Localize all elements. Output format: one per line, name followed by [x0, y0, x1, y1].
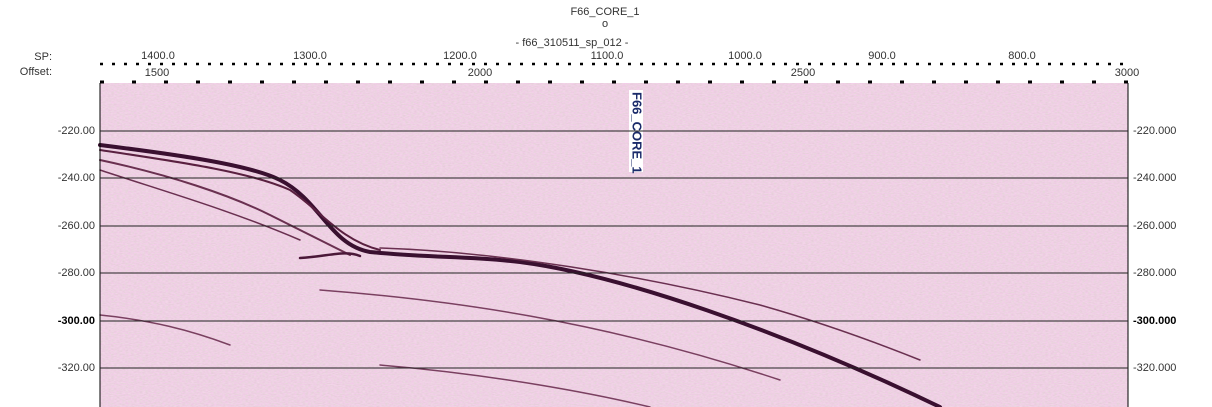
- sp-tick-label: 800.0: [1008, 50, 1036, 62]
- sp-tick-label: 1100.0: [591, 50, 624, 62]
- offset-tick-label: 3000: [1115, 67, 1139, 79]
- right-depth-label: -300.000: [1133, 315, 1176, 327]
- well-marker: o: [602, 18, 608, 30]
- line-name: - f66_310511_sp_012 -: [516, 37, 629, 49]
- offset-tick-label: 1500: [145, 67, 169, 79]
- sp-tick-label: 1200.0: [443, 50, 477, 62]
- left-depth-label: -280.00: [58, 267, 95, 279]
- well-marker-group: F66_CORE_1: [629, 90, 645, 174]
- right-depth-label: -280.000: [1133, 267, 1176, 279]
- sp-tick-label: 1000.0: [728, 50, 762, 62]
- sp-label: SP:: [34, 51, 52, 63]
- left-depth-label: -260.00: [58, 220, 95, 232]
- offset-tick-label: 2500: [791, 67, 815, 79]
- well-label: F66_CORE_1: [630, 92, 645, 174]
- sp-tick-label: 1300.0: [293, 50, 327, 62]
- right-depth-label: -260.000: [1133, 220, 1176, 232]
- sp-tick-label: 900.0: [868, 50, 896, 62]
- sp-tick-label: 1400.0: [141, 50, 175, 62]
- left-depth-label: -320.00: [58, 362, 95, 374]
- offset-tick-label: 2000: [468, 67, 492, 79]
- right-depth-label: -220.000: [1133, 125, 1176, 137]
- left-depth-label: -240.00: [58, 172, 95, 184]
- offset-label: Offset:: [20, 66, 52, 78]
- well-name: F66_CORE_1: [570, 6, 639, 18]
- left-depth-label: -220.00: [58, 125, 95, 137]
- seismic-view: F66_CORE_1 o - f66_310511_sp_012 - SP: O…: [0, 0, 1212, 407]
- left-depth-label: -300.00: [58, 315, 95, 327]
- right-depth-label: -320.000: [1133, 362, 1176, 374]
- seismic-noise: [100, 83, 1128, 407]
- right-depth-label: -240.000: [1133, 172, 1176, 184]
